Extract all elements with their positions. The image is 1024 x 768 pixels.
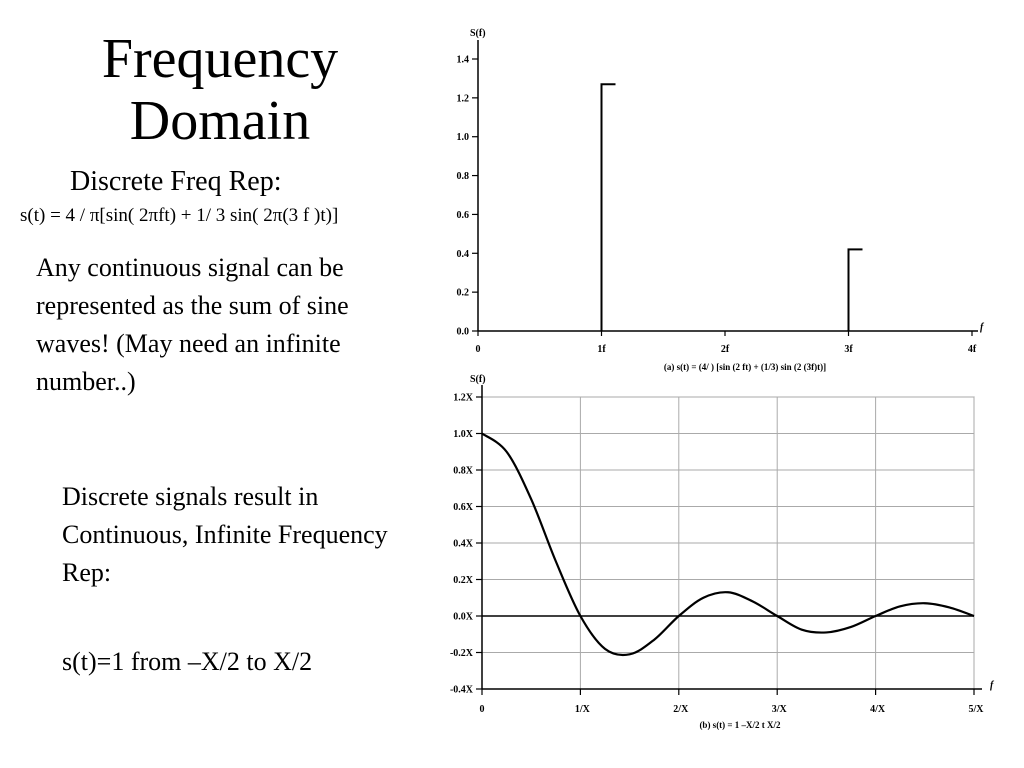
y-tick-label: -0.4X	[450, 685, 474, 696]
title-line-2: Domain	[129, 90, 311, 152]
x-tick-label: 3f	[844, 344, 853, 355]
y-axis-label: S(f)	[470, 28, 486, 39]
title-line-1: Frequency	[101, 28, 339, 90]
y-tick-label: 1.0X	[453, 429, 474, 440]
y-tick-label: 0.8X	[453, 466, 474, 477]
chart-a-discrete-spectrum: S(f) f 0.0 0.2 0.4 0.6 0.8 1.0 1.2 1.4 0 1f 2f 3f 4f (a…	[457, 28, 986, 372]
x-tick-label: 0	[480, 704, 485, 715]
y-tick-label: 0.2	[457, 288, 470, 299]
chart-a-caption: (a) s(t) = (4/ ) [sin (2 ft) + (1/3) sin…	[664, 362, 826, 372]
y-tick-label: 1.2	[457, 93, 470, 104]
y-tick-label: 0.4X	[453, 539, 474, 550]
slide-title: Frequency Domain	[20, 28, 420, 152]
x-tick-label: 2/X	[673, 704, 689, 715]
x-tick-label: 3/X	[772, 704, 788, 715]
y-tick-label: -0.2X	[450, 648, 474, 659]
x-axis-label: f	[980, 322, 985, 333]
sinc-curve	[481, 432, 975, 657]
y-tick-label: 0.0X	[453, 612, 474, 623]
y-tick-label: 1.2X	[453, 393, 474, 404]
y-axis-label: S(f)	[470, 374, 486, 385]
y-tick-label: 0.8	[457, 171, 470, 182]
paragraph-signal-definition: s(t)=1 from –X/2 to X/2	[62, 647, 313, 676]
x-tick-label: 5/X	[969, 704, 985, 715]
chart-b-caption: (b) s(t) = 1 –X/2 t X/2	[699, 720, 781, 730]
x-tick-label: 1f	[597, 344, 606, 355]
subheading: Discrete Freq Rep:	[70, 166, 282, 197]
y-tick-label: 1.0	[457, 132, 470, 143]
paragraph-discrete-signals: Discrete signals result in Continuous, I…	[62, 482, 388, 587]
x-tick-label: 4/X	[870, 704, 886, 715]
y-tick-label: 0.2X	[453, 575, 474, 586]
x-axis-label: f	[990, 680, 995, 691]
y-tick-label: 0.0	[457, 327, 470, 338]
x-tick-label: 2f	[721, 344, 730, 355]
x-tick-label: 1/X	[575, 704, 591, 715]
x-tick-label: 0	[476, 344, 481, 355]
y-tick-label: 1.4	[457, 55, 470, 66]
x-tick-label: 4f	[968, 344, 977, 355]
y-tick-label: 0.6X	[453, 502, 474, 513]
chart-b-continuous-spectrum: -0.4X -0.2X 0.0X 0.2X 0.4X 0.6X 0.8X 1.0X 1.2X 0 1…	[450, 374, 995, 730]
paragraph-sum-of-sines: Any continuous signal can be represented…	[36, 253, 349, 396]
y-tick-label: 0.6	[457, 210, 470, 221]
y-tick-label: 0.4	[457, 249, 470, 260]
formula: s(t) = 4 / π[sin( 2πft) + 1/ 3 sin( 2π(3…	[20, 205, 339, 226]
